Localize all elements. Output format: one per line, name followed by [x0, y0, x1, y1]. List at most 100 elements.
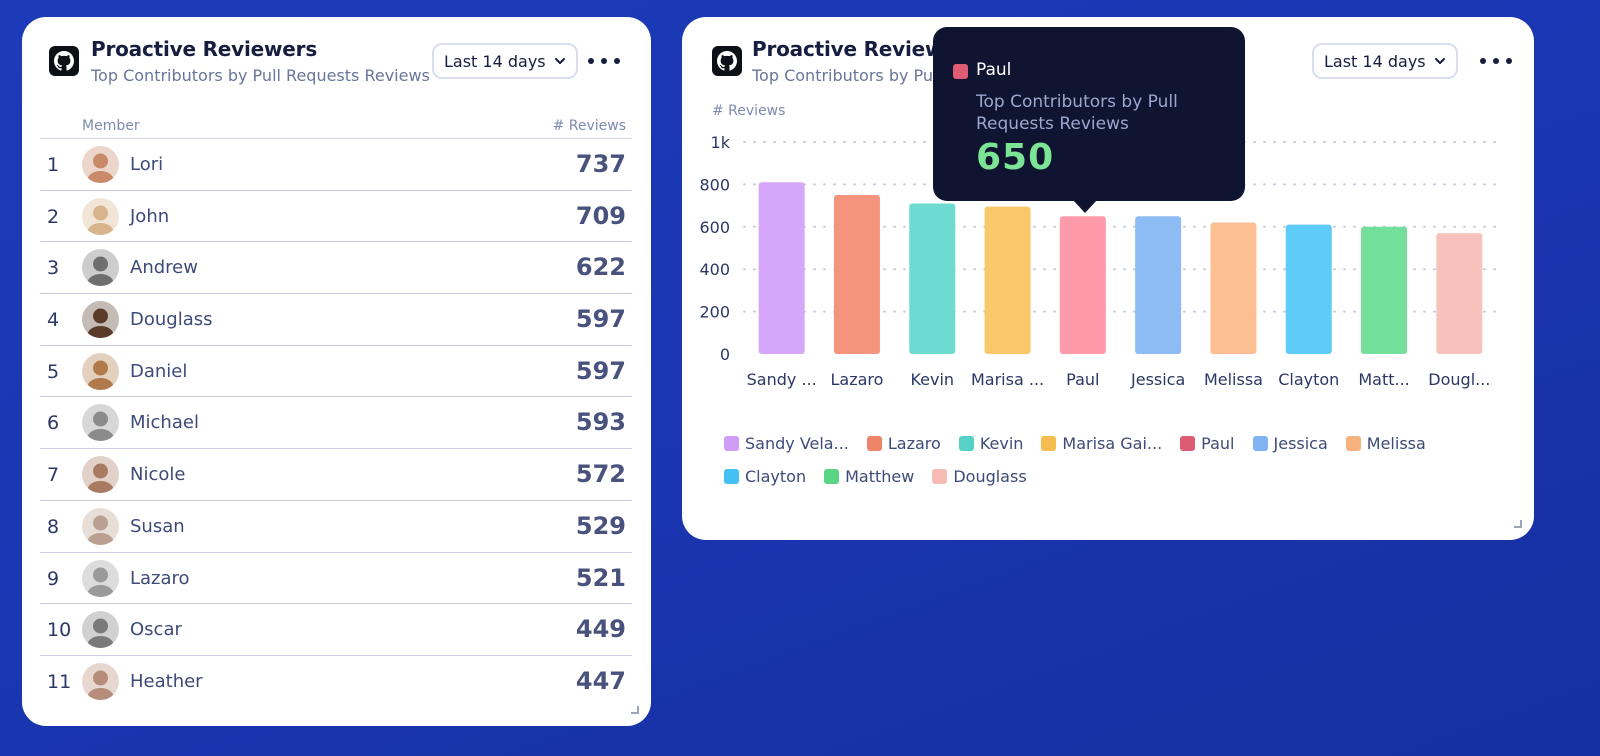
- table-row[interactable]: 11 Heather 447: [40, 656, 632, 708]
- legend-label: Matthew: [845, 467, 915, 486]
- date-range-label: Last 14 days: [1324, 51, 1426, 71]
- bar-9[interactable]: [1361, 226, 1408, 354]
- bar-1[interactable]: [758, 182, 805, 354]
- rank-number: 3: [47, 257, 60, 280]
- rank-number: 2: [47, 205, 60, 228]
- rank-number: 7: [47, 464, 60, 487]
- member-name[interactable]: Oscar: [130, 619, 182, 641]
- legend-swatch: [1180, 436, 1196, 451]
- legend-label: Lazaro: [887, 434, 941, 453]
- x-tick-label: Melissa: [1204, 370, 1263, 389]
- member-name[interactable]: Susan: [130, 515, 185, 537]
- more-options-button[interactable]: [588, 51, 620, 71]
- chart-legend: Sandy Vela... Lazaro Kevin Marisa Gai... Pau…: [724, 434, 1514, 486]
- member-name[interactable]: Andrew: [130, 257, 198, 279]
- reviewers-table-widget: Proactive Reviewers Top Contributors by …: [22, 17, 651, 726]
- legend-item[interactable]: Marisa Gai...: [1041, 434, 1162, 453]
- legend-swatch: [866, 436, 882, 451]
- tooltip-subtitle: Top Contributors by Pull Requests Review…: [976, 92, 1178, 134]
- date-range-label: Last 14 days: [444, 51, 546, 71]
- bar-8[interactable]: [1285, 224, 1332, 354]
- legend-swatch: [824, 469, 840, 484]
- chevron-down-icon: [554, 58, 565, 64]
- dot: [1493, 58, 1499, 64]
- review-count: 709: [575, 201, 626, 230]
- avatar: [82, 249, 119, 287]
- resize-handle[interactable]: [631, 706, 639, 714]
- bar-4[interactable]: [984, 206, 1031, 354]
- column-header-member[interactable]: Member: [82, 118, 140, 134]
- resize-handle[interactable]: [1514, 520, 1522, 528]
- bar-3[interactable]: [909, 203, 956, 354]
- legend-item[interactable]: Sandy Vela...: [724, 434, 849, 453]
- bar-2[interactable]: [833, 195, 880, 354]
- x-tick-label: Matt...: [1358, 370, 1409, 389]
- avatar: [82, 456, 119, 494]
- member-name[interactable]: Heather: [130, 670, 203, 692]
- table-row[interactable]: 5 Daniel 597: [40, 346, 632, 398]
- rank-number: 5: [47, 360, 60, 383]
- date-range-select[interactable]: Last 14 days: [1312, 43, 1458, 79]
- rank-number: 6: [47, 412, 60, 435]
- avatar: [82, 662, 119, 700]
- avatar: [82, 146, 119, 183]
- table-row[interactable]: 3 Andrew 622: [40, 242, 632, 295]
- member-name[interactable]: Lori: [130, 154, 164, 175]
- legend-item[interactable]: Matthew: [824, 467, 914, 486]
- rank-number: 11: [47, 670, 72, 693]
- table-row[interactable]: 8 Susan 529: [40, 501, 632, 553]
- rank-number: 4: [47, 309, 60, 332]
- more-options-button[interactable]: [1480, 51, 1512, 71]
- bar-5[interactable]: [1059, 216, 1106, 354]
- table-row[interactable]: 10 Oscar 449: [40, 604, 632, 656]
- bar-10[interactable]: [1436, 233, 1483, 354]
- legend-label: Sandy Vela...: [745, 434, 849, 453]
- bar-6[interactable]: [1135, 216, 1182, 354]
- x-tick-label: Lazaro: [830, 370, 883, 389]
- review-count: 529: [575, 511, 626, 540]
- table-row[interactable]: 2 John 709: [40, 191, 632, 243]
- legend-item[interactable]: Douglass: [932, 467, 1027, 486]
- y-axis-label: # Reviews: [712, 103, 785, 119]
- legend-item[interactable]: Clayton: [724, 467, 806, 486]
- legend-item[interactable]: Jessica: [1252, 434, 1328, 453]
- legend-swatch: [724, 469, 739, 484]
- legend-item[interactable]: Paul: [1180, 434, 1235, 453]
- bar-7[interactable]: [1210, 222, 1257, 354]
- member-name[interactable]: Lazaro: [130, 567, 190, 589]
- column-header-reviews[interactable]: # Reviews: [552, 118, 626, 134]
- legend-label: Jessica: [1273, 434, 1328, 453]
- member-name[interactable]: John: [130, 205, 170, 227]
- member-name[interactable]: Douglass: [130, 309, 213, 331]
- date-range-select[interactable]: Last 14 days: [432, 43, 578, 79]
- table-row[interactable]: 1 Lori 737: [40, 139, 632, 191]
- legend-item[interactable]: Kevin: [958, 434, 1024, 453]
- legend-swatch: [958, 436, 974, 451]
- table-row[interactable]: 6 Michael 593: [40, 397, 632, 450]
- table-row[interactable]: 4 Douglass 597: [40, 294, 632, 346]
- x-tick-label: Kevin: [910, 370, 954, 389]
- rank-number: 9: [47, 567, 60, 590]
- avatar: [82, 559, 119, 597]
- review-count: 449: [575, 615, 626, 644]
- avatar: [82, 301, 119, 339]
- legend-item[interactable]: Lazaro: [866, 434, 941, 453]
- avatar: [82, 507, 119, 545]
- legend-label: Clayton: [745, 467, 807, 486]
- member-name[interactable]: Michael: [130, 412, 199, 434]
- legend-label: Douglass: [953, 467, 1027, 486]
- y-tick-label: 1k: [711, 133, 731, 152]
- x-tick-label: Paul: [1066, 370, 1099, 389]
- legend-item[interactable]: Melissa: [1345, 434, 1426, 453]
- review-count: 593: [575, 408, 626, 437]
- y-tick-label: 600: [699, 218, 730, 237]
- reviewers-table-body: 1 Lori 737 2 John 709 3 Andrew 622 4 Douglass 597 5 D…: [40, 139, 632, 708]
- legend-label: Paul: [1201, 434, 1235, 453]
- dot: [1506, 58, 1512, 64]
- member-name[interactable]: Nicole: [130, 464, 186, 486]
- legend-label: Kevin: [979, 434, 1024, 453]
- review-count: 622: [575, 253, 626, 282]
- member-name[interactable]: Daniel: [130, 360, 188, 382]
- table-row[interactable]: 9 Lazaro 521: [40, 553, 632, 605]
- table-row[interactable]: 7 Nicole 572: [40, 449, 632, 501]
